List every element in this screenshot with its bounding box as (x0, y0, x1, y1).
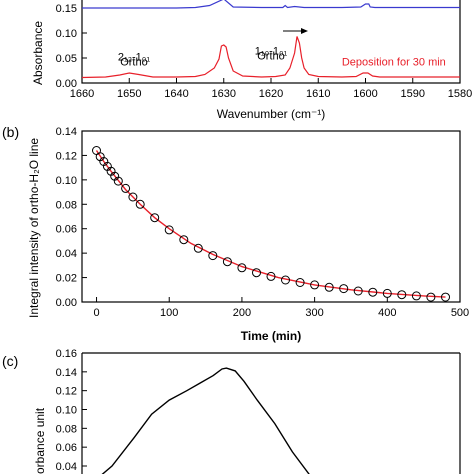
panel-a-series-line-2 (81, 36, 460, 79)
panel-b-data-point (397, 290, 407, 300)
panel-c-y-tick-label: 0.04 (56, 461, 77, 473)
panel-c-y-tick-label: 0.16 (56, 348, 77, 360)
panel-a-y-axis-title: Absorbance (31, 21, 45, 85)
panel-c-y-tick-label: 0.10 (56, 405, 77, 417)
panel-c-y-tick-label: 0.08 (56, 423, 77, 435)
panel-b-data-point (193, 243, 203, 253)
panel-a-annotation: 1₁₀-1₀₁ (255, 46, 288, 58)
panel-a-x-tick-label: 1580 (448, 88, 472, 100)
panel-a-series (81, 0, 460, 79)
panel-b-y-tick-label: 0.06 (56, 224, 77, 236)
panel-b-data-point (150, 213, 160, 223)
panel-b-data-point (135, 199, 145, 209)
panel-b-data-point (237, 263, 247, 273)
panel-c-chart: (c) 0.04 0.06 0.08 0.10 0.12 0.14 0.16 orbance… (2, 348, 461, 474)
panel-b-data-point (208, 251, 218, 261)
panel-b-y-ticks: 0.00 0.02 0.04 0.06 0.08 0.10 0.12 0.14 (56, 126, 87, 309)
panel-c-y-ticks: 0.04 0.06 0.08 0.10 0.12 0.14 0.16 (56, 348, 87, 473)
panel-b-y-tick-label: 0.04 (56, 248, 77, 260)
panel-b-y-tick-label: 0.08 (56, 199, 77, 211)
panel-b-data-point (426, 292, 436, 302)
panel-a-x-tick-label: 1660 (70, 88, 94, 100)
panel-b-data-point (281, 275, 290, 285)
panel-a-arrow-head (301, 28, 308, 34)
panel-b-points (92, 146, 450, 302)
panel-c-y-axis-title: orbance unit (33, 407, 47, 474)
panel-b-data-point (179, 235, 189, 245)
panel-b-data-point (128, 192, 138, 202)
panel-a-x-tick-label: 1620 (259, 88, 283, 100)
panel-b-data-point (411, 291, 421, 301)
panel-a-chart: 1660 1650 1640 1630 1620 1610 1600 1590 1580 0.0… (31, 0, 472, 121)
panel-b-x-tick-label: 200 (233, 307, 251, 319)
panel-b-data-point (295, 278, 305, 287)
panel-b-y-tick-label: 0.12 (56, 150, 77, 162)
panel-a-x-tick-label: 1600 (353, 88, 377, 100)
panel-b-x-tick-label: 400 (378, 307, 396, 319)
panel-b-x-tick-label: 100 (160, 307, 178, 319)
panel-a-x-tick-label: 1650 (117, 88, 141, 100)
panel-a-series-line-1 (82, 0, 460, 9)
panel-b-data-point (441, 292, 450, 302)
panel-a-x-tick-label: 1610 (306, 88, 330, 100)
panel-b-x-tick-label: 0 (93, 307, 99, 319)
panel-b-letter: (b) (2, 124, 19, 140)
panel-a-x-tick-label: 1640 (164, 88, 188, 100)
panel-a-annotation: Deposition for 30 min (342, 57, 446, 69)
panel-a-annotation: 2₁₂-1₀₁ (118, 52, 150, 64)
panel-b-data-point (266, 271, 276, 281)
panel-c-series (101, 367, 310, 474)
panel-b-x-ticks: 0 100 200 300 400 500 (93, 297, 469, 319)
panel-b-x-tick-label: 500 (451, 307, 469, 319)
panel-b-fit (95, 150, 446, 298)
panel-b-data-point (310, 280, 320, 290)
panel-b-fit-line (95, 150, 446, 298)
panel-b-data-point (339, 284, 349, 294)
panel-b-y-tick-label: 0.02 (56, 273, 77, 285)
panel-b-y-axis-title: Integral intensity of ortho-H₂O line (27, 138, 41, 318)
panel-c-series-line-1 (101, 367, 310, 474)
panel-a-annotation: Ortho (257, 51, 285, 63)
panel-a-x-ticks: 1660 1650 1640 1630 1620 1610 1600 1590 1580 (70, 78, 472, 100)
panel-c-letter: (c) (2, 353, 18, 369)
panel-b-data-point (382, 288, 392, 298)
panel-a-frame (81, 0, 461, 84)
panel-a-x-tick-label: 1590 (401, 88, 425, 100)
panel-a-y-ticks: 0.00 0.05 0.10 0.15 (56, 3, 87, 90)
panel-c-y-tick-label: 0.06 (56, 442, 77, 454)
panel-b-data-point (113, 176, 123, 186)
panel-b-data-point (252, 268, 261, 278)
panel-c-y-tick-label: 0.12 (56, 386, 77, 398)
panel-b-data-point (121, 183, 131, 193)
panel-a-y-tick-label: 0.00 (56, 78, 77, 90)
panel-b-data-point (222, 257, 232, 267)
panel-a-y-tick-label: 0.10 (56, 28, 77, 40)
panel-b-y-tick-label: 0.00 (56, 297, 77, 309)
panel-a-x-axis-title: Wavenumber (cm⁻¹) (217, 107, 326, 121)
panel-b-data-point (368, 287, 378, 297)
panel-b-y-tick-label: 0.14 (56, 126, 77, 138)
panel-b-chart: (b) 0 100 200 300 400 500 0.000.020.040.060.0… (2, 124, 469, 343)
panel-b-frame (81, 130, 461, 303)
panel-b-data-point (164, 225, 174, 235)
panel-b-data-point (324, 282, 334, 292)
panel-b-x-tick-label: 300 (305, 307, 323, 319)
panel-a-x-tick-label: 1630 (212, 88, 236, 100)
panel-b-data-point (353, 286, 363, 296)
panel-a-y-tick-label: 0.05 (56, 53, 77, 65)
panel-c-y-tick-label: 0.14 (56, 367, 77, 379)
panel-a-y-tick-label: 0.15 (56, 3, 77, 15)
panel-b-x-axis-title: Time (min) (241, 329, 301, 343)
panel-b-y-tick-label: 0.10 (56, 175, 77, 187)
panel-a-annotation: Ortho (120, 57, 148, 69)
